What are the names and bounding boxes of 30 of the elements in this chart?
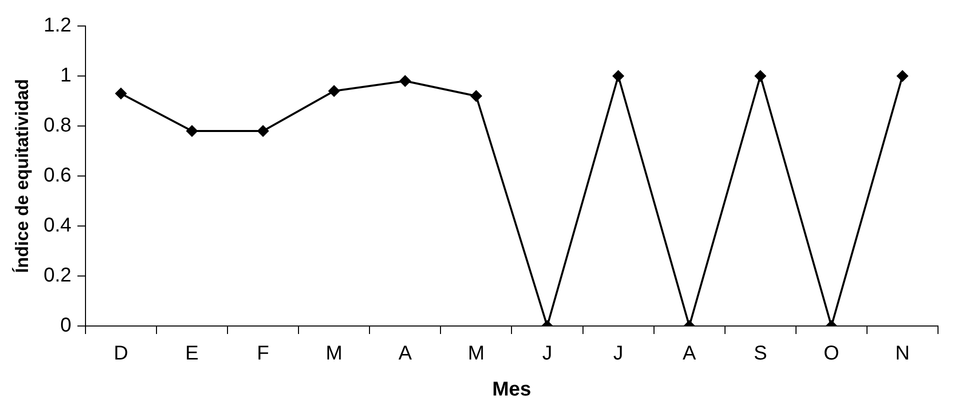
x-tick-label: N <box>895 342 910 365</box>
y-tick-label: 0.4 <box>44 214 72 237</box>
x-tick-label: J <box>613 342 624 365</box>
y-axis-title: Índice de equitatividad <box>12 78 32 274</box>
y-tick-label: 0.8 <box>44 114 72 137</box>
x-axis-title: Mes <box>492 378 532 401</box>
y-tick-label: 0.6 <box>44 164 72 187</box>
point <box>612 70 624 82</box>
x-tick-label: E <box>185 342 199 365</box>
x-tick-label: J <box>542 342 552 365</box>
point <box>470 90 482 102</box>
point <box>896 70 908 82</box>
x-tick-label: S <box>754 342 768 365</box>
x-tick-label: D <box>114 342 128 365</box>
y-tick-label: 1.2 <box>44 14 72 37</box>
point <box>399 75 412 87</box>
x-tick-label: F <box>256 342 270 365</box>
point <box>186 125 198 137</box>
x-tick-label: A <box>398 342 412 365</box>
x-tick-label: O <box>824 342 840 365</box>
point <box>257 125 270 137</box>
y-tick-label: 1 <box>60 64 72 87</box>
point <box>328 85 340 97</box>
x-tick-label: M <box>468 342 485 365</box>
x-tick-label: M <box>326 342 342 365</box>
y-tick-label: 0 <box>60 314 72 337</box>
point <box>754 70 766 82</box>
y-tick-label: 0.2 <box>44 264 72 287</box>
point <box>114 88 127 100</box>
x-tick-label: A <box>682 342 697 365</box>
